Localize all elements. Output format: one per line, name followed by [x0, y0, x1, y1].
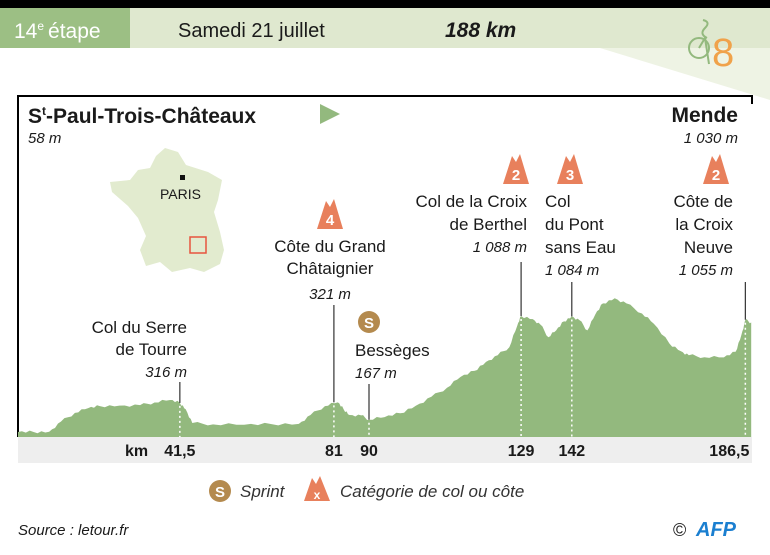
- paris-label: PARIS: [160, 186, 201, 202]
- svg-text:Châtaignier: Châtaignier: [287, 259, 374, 278]
- svg-text:sans Eau: sans Eau: [545, 238, 616, 257]
- svg-text:Neuve: Neuve: [684, 238, 733, 257]
- france-map: PARIS: [110, 148, 224, 272]
- stage-date: Samedi 21 juillet: [178, 20, 325, 42]
- sprint-icon: [358, 311, 380, 333]
- climb-category: 2: [512, 167, 520, 184]
- svg-text:de Berthel: de Berthel: [450, 215, 528, 234]
- svg-text:la Croix: la Croix: [675, 215, 733, 234]
- top-black-bar: [0, 0, 770, 8]
- svg-text:1 084 m: 1 084 m: [545, 262, 599, 279]
- svg-text:Côte du Grand: Côte du Grand: [274, 237, 386, 256]
- elevation-profile-area: [18, 298, 752, 437]
- svg-text:x: x: [314, 488, 321, 502]
- climb-category-icon: 4: [317, 199, 343, 229]
- climb-col-du-serre-de-tourre: Col du Serre de Tourre 316 m: [92, 318, 187, 381]
- svg-text:Sprint: Sprint: [240, 482, 286, 501]
- climb-col-de-la-croix-de-berthel: Col de la Croix de Berthel 1 088 m: [416, 192, 528, 256]
- svg-text:321 m: 321 m: [309, 286, 351, 303]
- start-arrow-icon: [320, 104, 340, 124]
- sprint-besseges: S Bessèges 167 m: [355, 311, 430, 382]
- climb-category-icon: 3: [557, 154, 583, 184]
- legend-sprint-icon: [209, 480, 231, 502]
- tour-2018-logo: 8: [688, 19, 734, 75]
- france-shape: [110, 148, 224, 272]
- svg-text:Col de la Croix: Col de la Croix: [416, 192, 528, 211]
- climb-category-icon: 2: [503, 154, 529, 184]
- stage-distance: 188 km: [445, 19, 516, 42]
- legend: S Sprint x Catégorie de col ou côte: [209, 476, 524, 502]
- svg-text:8: 8: [712, 31, 734, 75]
- svg-text:du Pont: du Pont: [545, 215, 604, 234]
- climb-cote-de-la-croix-neuve: Côte de la Croix Neuve 1 055 m: [673, 192, 733, 279]
- svg-text:Col: Col: [545, 192, 571, 211]
- finish-altitude: 1 030 m: [684, 130, 738, 147]
- svg-text:de Tourre: de Tourre: [115, 340, 187, 359]
- climb-category: 4: [326, 212, 335, 229]
- mountain-icon: [703, 154, 729, 184]
- finish-town: Mende: [671, 104, 738, 127]
- x-tick-label: 90: [360, 443, 378, 460]
- axis-label-km: km: [125, 443, 148, 460]
- x-tick-label: 41,5: [164, 443, 195, 460]
- x-tick-label: 142: [558, 443, 585, 460]
- paris-marker: [180, 175, 185, 180]
- start-town: St-Paul-Trois-Châteaux: [28, 104, 256, 128]
- climb-category-icon: 2: [703, 154, 729, 184]
- svg-text:167 m: 167 m: [355, 365, 397, 382]
- source-credit: Source : letour.fr: [18, 522, 129, 539]
- svg-text:1 088 m: 1 088 m: [473, 239, 527, 256]
- svg-text:1 055 m: 1 055 m: [679, 262, 733, 279]
- afp-logo: AFP: [695, 519, 737, 541]
- x-tick-label: 186,5: [709, 443, 749, 460]
- svg-text:Catégorie de col ou côte: Catégorie de col ou côte: [340, 482, 524, 501]
- legend-climb-icon: [304, 476, 330, 501]
- mountain-icon: [317, 199, 343, 229]
- x-tick-label: 81: [325, 443, 343, 460]
- km-axis-band: [18, 437, 752, 463]
- svg-text:316 m: 316 m: [145, 364, 187, 381]
- climb-col-du-pont-sans-eau: Col du Pont sans Eau 1 084 m: [545, 192, 616, 279]
- climb-category: 3: [566, 167, 574, 184]
- climb-cote-du-grand-chataignier: Côte du Grand Châtaignier 321 m: [274, 237, 386, 303]
- stage-region-marker: [189, 236, 207, 254]
- stage-label: 14e étape: [14, 19, 101, 43]
- svg-text:S: S: [215, 484, 225, 501]
- stage-box: [0, 8, 130, 48]
- start-altitude: 58 m: [28, 130, 61, 147]
- copyright-symbol: ©: [673, 520, 686, 540]
- mountain-icon: [503, 154, 529, 184]
- x-tick-label: 129: [508, 443, 535, 460]
- climb-category: 2: [712, 167, 720, 184]
- svg-text:Bessèges: Bessèges: [355, 341, 430, 360]
- svg-text:S: S: [364, 315, 374, 332]
- mountain-icon: [557, 154, 583, 184]
- chart-frame: [17, 95, 753, 437]
- svg-text:Côte de: Côte de: [673, 192, 733, 211]
- header-diagonal: [600, 48, 770, 100]
- svg-text:Col du Serre: Col du Serre: [92, 318, 187, 337]
